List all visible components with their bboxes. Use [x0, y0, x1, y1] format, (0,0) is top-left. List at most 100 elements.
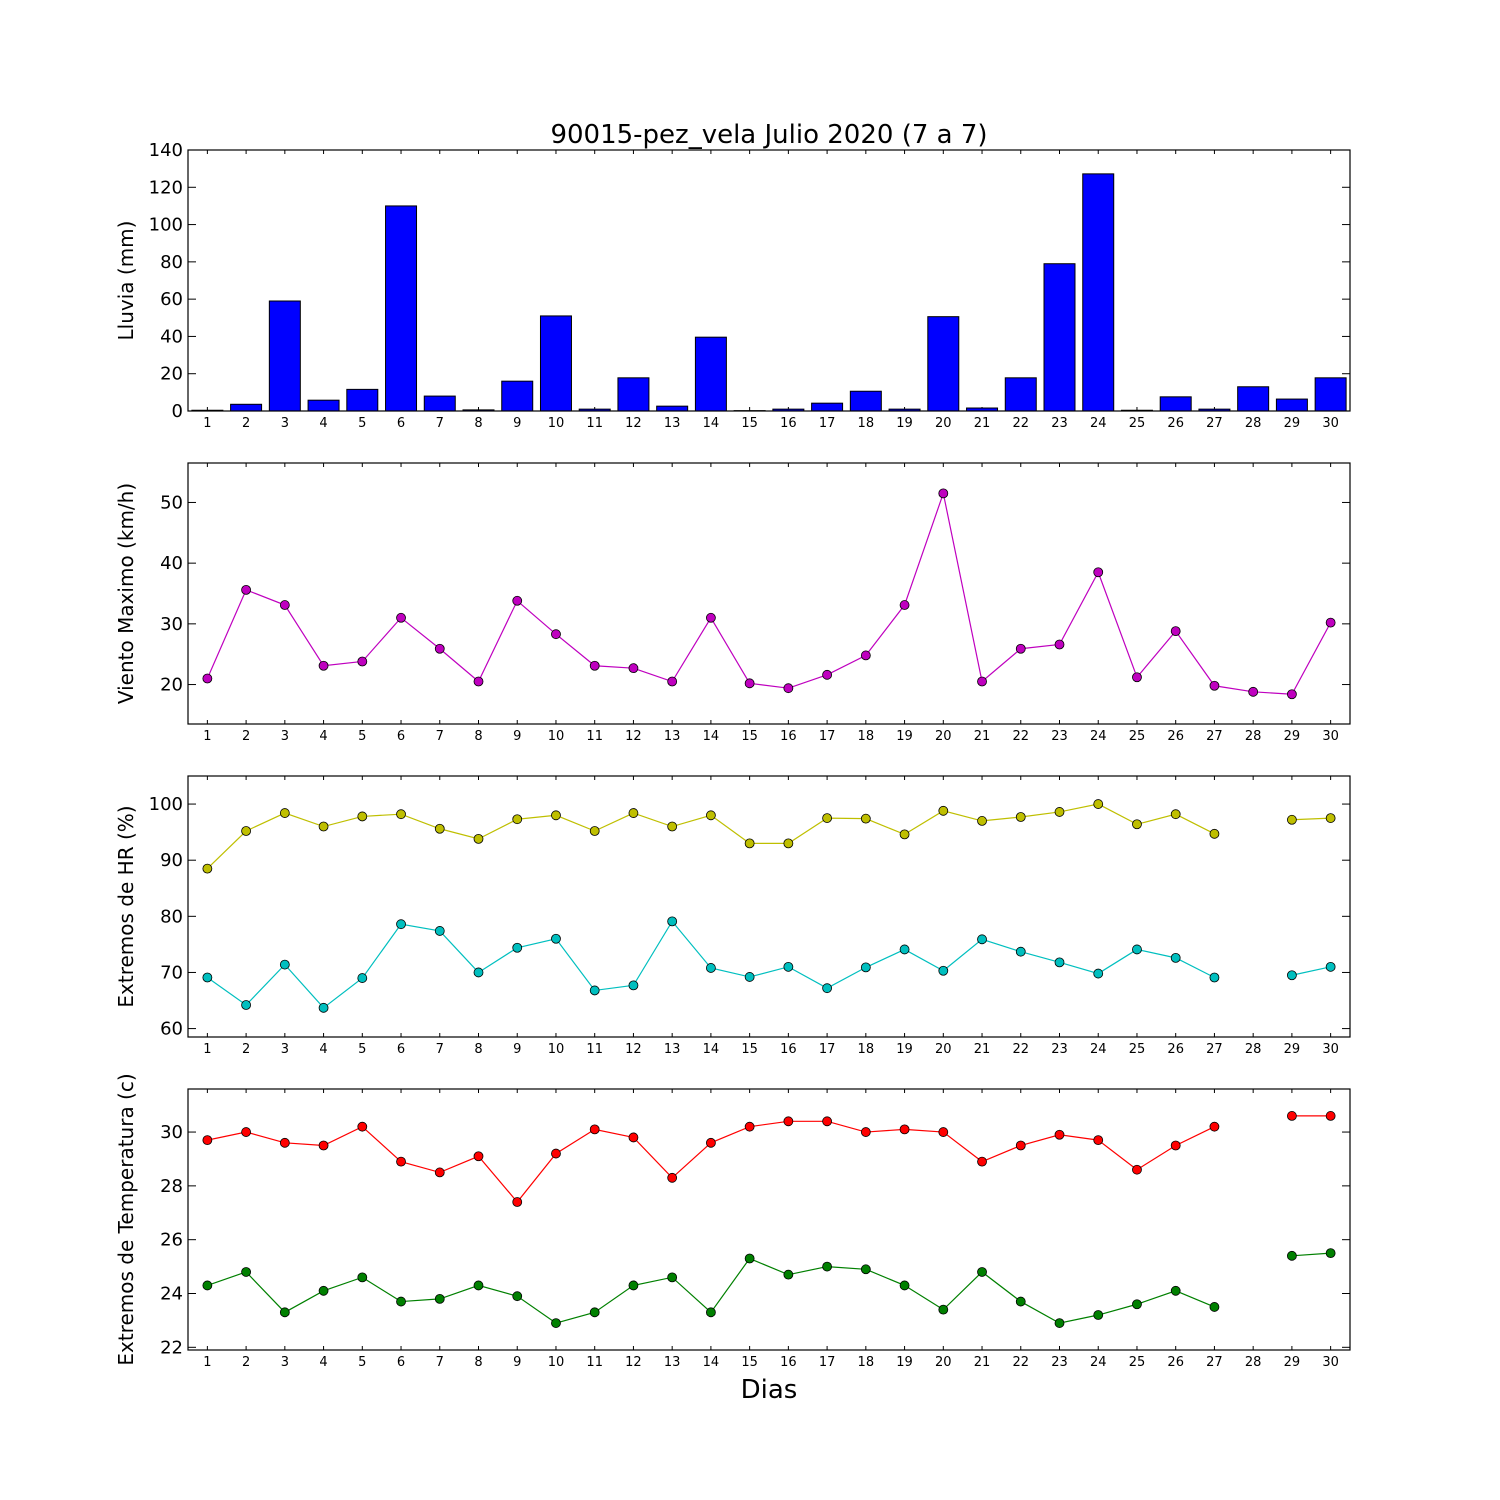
data-point: [241, 1127, 252, 1137]
data-point: [512, 814, 523, 825]
x-tick-label: 14: [703, 1355, 720, 1370]
x-tick-label: 21: [974, 1355, 991, 1370]
x-tick-label: 18: [858, 729, 875, 744]
x-tick-label: 15: [741, 416, 758, 431]
x-tick-label: 2: [242, 1355, 250, 1370]
data-point: [551, 810, 561, 821]
bar: [423, 395, 456, 412]
data-point: [822, 1116, 832, 1127]
data-point: [589, 826, 600, 836]
x-tick-label: 23: [1051, 416, 1068, 431]
humidity-chart: 1 2 3 4 5 6 7 8 9 10 11 12 13 14 15 16 17 18 19 20 21 22 23 24 2…: [114, 775, 1351, 1057]
x-tick-label: 19: [896, 729, 913, 744]
x-tick-label: 11: [586, 416, 603, 431]
x-tick-label: 2: [242, 729, 250, 744]
data-point: [706, 1307, 716, 1318]
bar: [1159, 396, 1192, 412]
data-point: [1132, 944, 1142, 955]
data-point: [1093, 567, 1104, 578]
y-tick-label: 0: [172, 401, 183, 422]
data-point: [202, 972, 213, 983]
y-axis-label: Extremos de Temperatura (c): [114, 1073, 138, 1365]
x-tick-label: 28: [1245, 1355, 1262, 1370]
data-point: [1170, 1140, 1181, 1151]
data-point: [1209, 1121, 1220, 1132]
x-tick-label: 11: [586, 729, 603, 744]
data-point: [357, 973, 368, 983]
bar: [656, 405, 689, 412]
x-tick-label: 5: [358, 1355, 366, 1370]
plot-frame: [187, 1088, 1351, 1351]
data-point: [318, 1285, 329, 1296]
y-tick-label: 40: [160, 553, 183, 574]
x-tick-label: 14: [703, 416, 720, 431]
data-point: [899, 1124, 910, 1135]
data-point: [357, 1121, 368, 1132]
x-tick-label: 27: [1206, 1355, 1223, 1370]
y-axis-label: Lluvia (mm): [114, 221, 138, 341]
y-tick-label: 60: [160, 289, 183, 310]
plot-frame: [187, 462, 1351, 725]
data-point: [589, 660, 600, 671]
x-tick-label: 29: [1284, 1042, 1301, 1057]
x-tick-label: 21: [974, 1042, 991, 1057]
x-tick-label: 16: [780, 1355, 797, 1370]
x-tick-label: 7: [436, 416, 444, 431]
y-tick-label: 30: [160, 1122, 183, 1143]
data-point: [667, 1172, 678, 1183]
data-point: [938, 488, 949, 499]
data-point: [434, 926, 445, 936]
data-point: [977, 816, 987, 826]
data-point: [512, 1291, 523, 1302]
data-point: [628, 1280, 639, 1291]
data-point: [667, 1272, 678, 1283]
data-point: [860, 650, 871, 661]
data-point: [1325, 1248, 1336, 1259]
data-point: [318, 1140, 329, 1151]
wind-chart: 1 2 3 4 5 6 7 8 9 10 11 12 13 14 15 16 17 18 19 20 21 22 23 24 2…: [114, 462, 1351, 744]
x-tick-label: 22: [1012, 1042, 1029, 1057]
data-point: [783, 838, 794, 849]
data-point: [1170, 809, 1181, 820]
x-tick-label: 3: [281, 1042, 289, 1057]
data-point: [899, 600, 910, 610]
data-point: [1132, 672, 1142, 683]
data-point: [241, 584, 252, 595]
data-point: [628, 980, 639, 991]
x-tick-label: 26: [1167, 1355, 1184, 1370]
x-tick-label: 10: [548, 1042, 565, 1057]
data-point: [744, 972, 755, 982]
x-tick-label: 25: [1129, 416, 1146, 431]
data-point: [706, 612, 716, 623]
bar: [501, 380, 534, 412]
data-point: [1325, 1111, 1336, 1121]
data-point: [1093, 1310, 1104, 1320]
data-point: [434, 1293, 445, 1304]
data-point: [589, 1124, 600, 1135]
data-point: [396, 612, 406, 623]
x-tick-label: 28: [1245, 729, 1262, 744]
data-point: [551, 629, 561, 640]
x-tick-label: 9: [513, 1042, 521, 1057]
y-tick-label: 80: [160, 906, 183, 927]
x-tick-label: 30: [1322, 416, 1339, 431]
data-point: [1170, 1285, 1181, 1296]
x-tick-label: 10: [548, 416, 565, 431]
x-tick-label: 29: [1284, 416, 1301, 431]
x-tick-label: 18: [858, 1042, 875, 1057]
y-tick-label: 22: [160, 1337, 183, 1358]
data-point: [1325, 617, 1336, 628]
x-tick-label: 2: [242, 1042, 250, 1057]
x-tick-label: 3: [281, 729, 289, 744]
data-point: [1287, 814, 1297, 825]
bar: [539, 315, 572, 412]
data-point: [1015, 812, 1026, 822]
data-point: [318, 660, 329, 671]
data-point: [860, 1127, 871, 1137]
x-tick-label: 23: [1051, 729, 1068, 744]
data-point: [899, 829, 910, 840]
y-tick-label: 70: [160, 962, 183, 983]
data-point: [783, 683, 794, 694]
x-tick-label: 30: [1322, 1042, 1339, 1057]
